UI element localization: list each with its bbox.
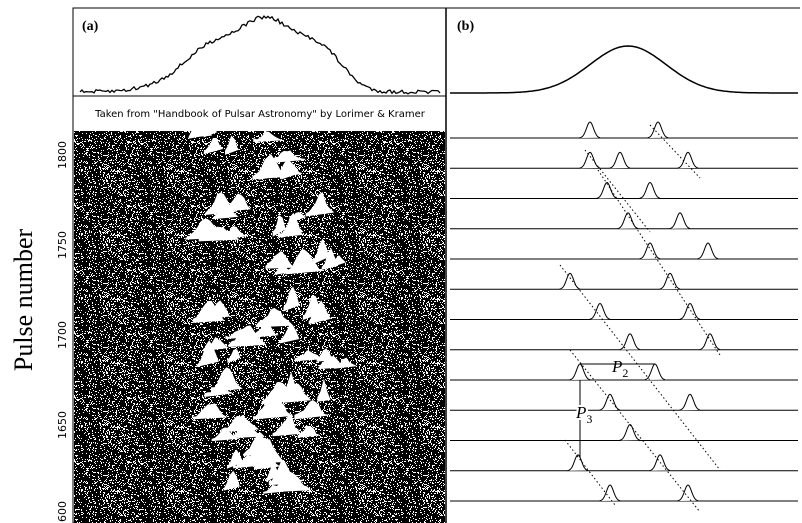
emission-blob [224, 135, 239, 155]
emission-blob [227, 349, 241, 363]
p3-label: P3 [575, 403, 592, 426]
emission-blob [223, 470, 240, 491]
subpulse [697, 242, 719, 260]
emission-blob [279, 412, 300, 435]
subpulse [609, 151, 631, 169]
emission-blob [297, 425, 320, 438]
subpulse [659, 272, 681, 290]
emission-blob [226, 449, 244, 469]
emission-blob [280, 392, 295, 402]
emission-blob [185, 218, 226, 240]
emission-blob [321, 248, 338, 270]
subpulse [589, 302, 611, 320]
emission-blob [220, 225, 247, 240]
emission-blob [318, 356, 344, 370]
subpulse [679, 393, 701, 411]
emission-blob [265, 251, 295, 269]
emission-blob [253, 131, 281, 142]
emission-blob [244, 336, 258, 347]
subpulse [669, 212, 691, 229]
emission-blob [196, 340, 219, 367]
emission-blob [294, 350, 325, 362]
emission-blob [280, 324, 300, 344]
drift-band [564, 439, 616, 506]
emission-blob [317, 378, 331, 402]
y-tick-label: 1700 [56, 321, 69, 349]
subpulse [567, 454, 589, 471]
subpulse [677, 151, 699, 169]
emission-blob [225, 329, 254, 340]
subpulse [579, 121, 601, 139]
emission-blob [283, 286, 300, 312]
drift-band [584, 149, 651, 233]
subpulse [596, 181, 618, 199]
y-axis-label: Pulse number [9, 229, 38, 372]
subpulse [677, 484, 699, 502]
subpulse [599, 393, 621, 411]
emission-blob [203, 137, 224, 155]
drift-band [649, 124, 701, 179]
p2-label: P2 [611, 357, 628, 380]
p3-symbol: P [575, 403, 586, 422]
y-ticks: 1800 1750 1700 1650 1600 [56, 141, 69, 523]
subpulse [619, 423, 641, 441]
subpulse [647, 121, 669, 139]
subpulse-emission [185, 122, 358, 494]
drift-band [597, 169, 721, 356]
emission-blob [192, 403, 227, 420]
emission-blob [270, 472, 311, 493]
profile-b [450, 45, 798, 94]
emission-blob [305, 195, 335, 217]
subpulse [559, 272, 581, 290]
emission-blob [313, 238, 330, 265]
subpulse [579, 151, 601, 169]
panel-a-label: (a) [82, 19, 99, 34]
emission-blob [272, 214, 286, 237]
emission-blob [255, 307, 294, 328]
drift-band [569, 349, 701, 513]
emission-blob [253, 393, 293, 420]
y-tick-label: 1650 [56, 411, 69, 439]
p3-subscript: 3 [586, 412, 592, 426]
emission-blob [285, 249, 323, 275]
subpulse [617, 212, 639, 229]
subpulse [639, 181, 661, 199]
y-tick-label: 1800 [56, 141, 69, 169]
credit: Taken from "Handbook of Pulsar Astronomy… [94, 109, 426, 120]
emission-blob [211, 367, 243, 393]
subpulse [619, 333, 641, 350]
model-pulses [450, 121, 798, 513]
drift-band [559, 264, 721, 471]
emission-blob [253, 322, 279, 338]
subpulse [699, 333, 721, 350]
y-tick-label: 1600 [56, 501, 69, 523]
subpulse [639, 242, 661, 260]
subpulse [644, 363, 666, 381]
emission-blob [192, 125, 212, 138]
profile-a [79, 15, 441, 95]
emission-blob [229, 425, 265, 439]
subpulse [599, 484, 621, 502]
p2-subscript: 2 [622, 366, 628, 380]
emission-blob [308, 300, 331, 325]
y-tick-label: 1750 [56, 231, 69, 259]
emission-blob [192, 300, 225, 323]
emission-blob [212, 204, 239, 220]
emission-blob [243, 435, 276, 457]
emission-blob [258, 156, 285, 180]
emission-blob [266, 464, 280, 483]
panel-b-label: (b) [457, 19, 474, 34]
p2-symbol: P [611, 357, 622, 376]
subpulse [569, 363, 591, 381]
emission-blob [225, 193, 251, 212]
subpulse [679, 302, 701, 320]
emission-blob [294, 400, 328, 420]
emission-blob [277, 221, 304, 238]
